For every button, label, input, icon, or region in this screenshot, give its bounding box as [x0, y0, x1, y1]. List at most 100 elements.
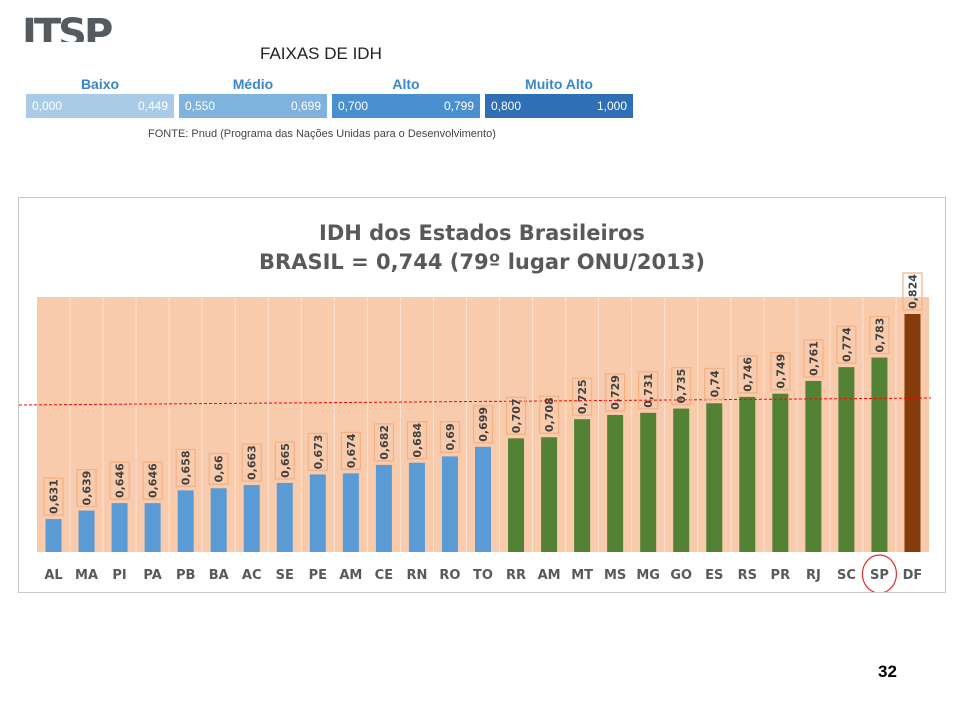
bar-ms — [607, 414, 624, 552]
band-max: 0,449 — [137, 99, 168, 113]
chart-svg: IDH dos Estados Brasileiros BRASIL = 0,7… — [19, 221, 932, 592]
bar-pa — [144, 503, 161, 552]
value-label-box — [902, 272, 923, 311]
value-label-box — [671, 366, 692, 406]
category-label: PB — [176, 568, 195, 583]
category-label: BA — [209, 568, 229, 583]
brasil-reference-line — [19, 397, 932, 406]
value-label: 0,646 — [114, 463, 127, 498]
bars — [45, 314, 921, 552]
category-label: RJ — [806, 568, 821, 583]
bar-go — [673, 408, 690, 552]
band-range: 0,550 0,699 — [179, 94, 327, 118]
bar-mt — [574, 419, 591, 552]
band-name: Alto — [392, 76, 420, 92]
bar-ro — [441, 456, 458, 552]
bar-sp — [871, 357, 888, 552]
bar-al — [45, 519, 62, 552]
bar-rs — [739, 396, 756, 552]
value-label-box — [307, 432, 328, 472]
value-label-box — [241, 443, 262, 482]
category-label: GO — [670, 568, 692, 583]
value-label: 0,729 — [609, 375, 622, 410]
value-label-box — [704, 367, 725, 400]
category-label: PI — [112, 568, 126, 583]
band-min: 0,800 — [491, 99, 522, 113]
category-label: RN — [406, 568, 427, 583]
value-label: 0,682 — [378, 425, 391, 460]
sp-highlight-circle — [861, 554, 898, 592]
value-label-box — [605, 373, 626, 412]
bar-rn — [408, 462, 425, 552]
faixas-source: FONTE: Pnud (Programa das Nações Unidas … — [148, 128, 496, 140]
value-label: 0,725 — [576, 379, 589, 414]
value-label-box — [208, 452, 229, 485]
value-label: 0,639 — [81, 471, 94, 506]
bar-ce — [375, 464, 392, 552]
category-label: RS — [738, 568, 757, 583]
band-max: 0,699 — [290, 99, 321, 113]
value-label-box — [109, 461, 130, 500]
band-max: 0,799 — [443, 99, 474, 113]
value-label: 0,783 — [873, 318, 886, 353]
chart-subtitle: BRASIL = 0,744 (79º lugar ONU/2013) — [259, 250, 705, 274]
value-label-box — [770, 352, 791, 391]
value-label: 0,746 — [741, 357, 754, 392]
category-label: SC — [837, 568, 856, 583]
bar-sc — [838, 367, 855, 552]
value-label: 0,646 — [147, 463, 160, 498]
value-label-box — [803, 339, 824, 378]
band-name: Baixo — [80, 76, 120, 92]
value-label: 0,761 — [807, 341, 820, 376]
value-label: 0,731 — [642, 373, 655, 408]
band-min: 0,550 — [185, 99, 216, 113]
category-label: CE — [375, 568, 393, 583]
chart-frame: IDH dos Estados Brasileiros BRASIL = 0,7… — [18, 197, 946, 593]
category-label: DF — [903, 568, 923, 583]
band-medio: Médio 0,550 0,699 — [179, 74, 327, 118]
category-label: AL — [44, 568, 62, 583]
band-name: Muito Alto — [525, 76, 593, 92]
value-label-box — [175, 448, 196, 487]
value-label: 0,631 — [48, 479, 61, 514]
category-label: MG — [636, 568, 660, 583]
logo: ITSP — [22, 12, 113, 42]
bar-ac — [243, 485, 260, 552]
value-label: 0,66 — [213, 455, 226, 482]
value-label-box — [737, 355, 758, 394]
value-labels: 0,631 0,639 0,646 0,646 0,658 0,66 0,663 0,665 0… — [43, 272, 923, 516]
bar-to — [475, 446, 491, 552]
value-label: 0,749 — [774, 354, 787, 389]
value-label-box — [43, 477, 64, 516]
value-label: 0,673 — [312, 435, 325, 470]
value-label: 0,663 — [246, 445, 259, 480]
bar-df — [904, 314, 921, 552]
value-label: 0,74 — [708, 370, 721, 397]
value-label: 0,708 — [543, 397, 556, 432]
category-label: MA — [75, 568, 98, 583]
value-label: 0,774 — [840, 327, 853, 362]
category-label: PE — [309, 568, 327, 583]
category-label: AC — [242, 568, 262, 583]
category-label: TO — [473, 568, 493, 583]
value-label: 0,735 — [675, 369, 688, 404]
bar-es — [706, 403, 723, 552]
bar-rj — [805, 380, 822, 552]
bar-am — [541, 437, 558, 552]
category-label: RO — [439, 568, 460, 583]
value-label-box — [572, 377, 593, 416]
value-label: 0,707 — [510, 398, 523, 433]
value-label-box — [142, 461, 163, 500]
category-labels: AL MA PI PA PB BA AC SE PE AM CE RN RO TO RR AM MT MS MG GO… — [44, 568, 922, 583]
bar-ma — [78, 510, 95, 552]
band-range: 0,000 0,449 — [26, 94, 174, 118]
value-label-box — [472, 405, 494, 444]
band-alto: Alto 0,700 0,799 — [332, 74, 480, 118]
bar-pi — [111, 503, 128, 552]
category-label: PR — [771, 568, 791, 583]
value-label: 0,824 — [906, 274, 919, 309]
value-label: 0,699 — [477, 407, 490, 442]
bar-am — [342, 473, 359, 552]
plot-dividers — [69, 297, 897, 552]
value-label-box — [638, 371, 659, 410]
